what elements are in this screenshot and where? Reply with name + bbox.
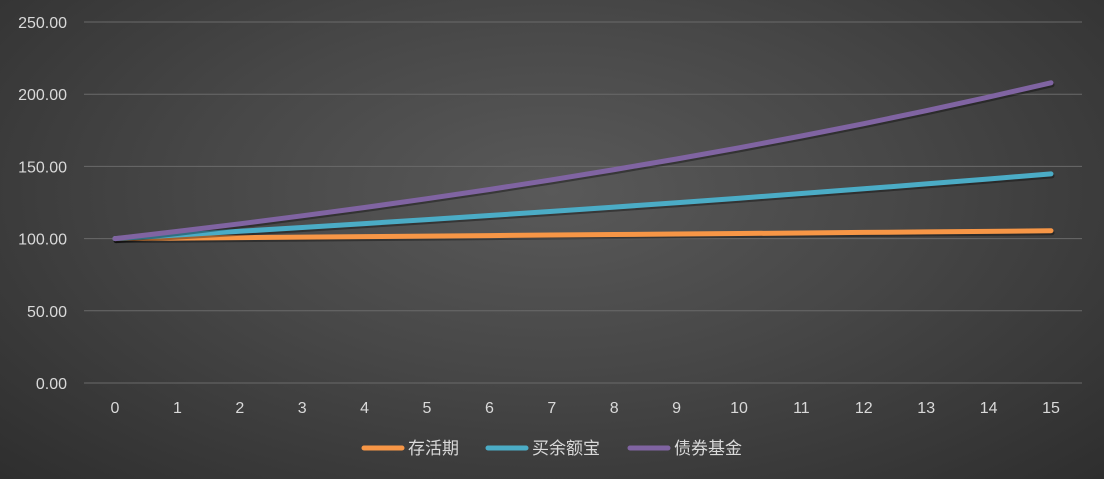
y-tick-label: 0.00 <box>36 376 67 393</box>
x-tick-label: 14 <box>980 400 998 417</box>
x-tick-label: 12 <box>855 400 873 417</box>
x-axis-tick-labels: 0 1 2 3 4 5 6 7 8 9 10 11 12 13 14 15 <box>111 400 1060 417</box>
y-gridlines <box>84 21 1082 384</box>
y-tick-label: 250.00 <box>18 15 67 32</box>
x-tick-label: 15 <box>1042 400 1060 417</box>
legend-label-2: 债券基金 <box>674 439 742 459</box>
x-tick-label: 6 <box>485 400 494 417</box>
series-lines <box>112 80 1055 244</box>
y-tick-label: 200.00 <box>18 87 67 104</box>
x-tick-label: 5 <box>423 400 432 417</box>
x-tick-label: 11 <box>793 400 810 417</box>
x-tick-label: 7 <box>547 400 556 417</box>
legend-label-0: 存活期 <box>408 439 459 459</box>
series-line-1 <box>112 171 1054 242</box>
series-line-shadow-2 <box>113 82 1055 244</box>
x-tick-label: 3 <box>298 400 307 417</box>
x-tick-label: 13 <box>917 400 935 417</box>
y-tick-label: 150.00 <box>18 159 67 176</box>
y-axis-tick-labels: 0.00 50.00 100.00 150.00 200.00 250.00 <box>18 15 67 393</box>
x-tick-label: 4 <box>360 400 369 417</box>
legend: 存活期 买余额宝 债券基金 <box>361 439 742 459</box>
x-tick-label: 8 <box>610 400 619 417</box>
y-tick-label: 100.00 <box>18 232 67 249</box>
x-tick-label: 9 <box>672 400 681 417</box>
x-tick-label: 0 <box>111 400 120 417</box>
y-tick-label: 50.00 <box>27 304 67 321</box>
x-tick-label: 10 <box>730 400 748 417</box>
series-line-2 <box>112 80 1054 242</box>
x-tick-label: 1 <box>173 400 182 417</box>
series-line-0 <box>112 228 1054 242</box>
legend-label-1: 买余额宝 <box>532 439 600 459</box>
x-tick-label: 2 <box>235 400 244 417</box>
